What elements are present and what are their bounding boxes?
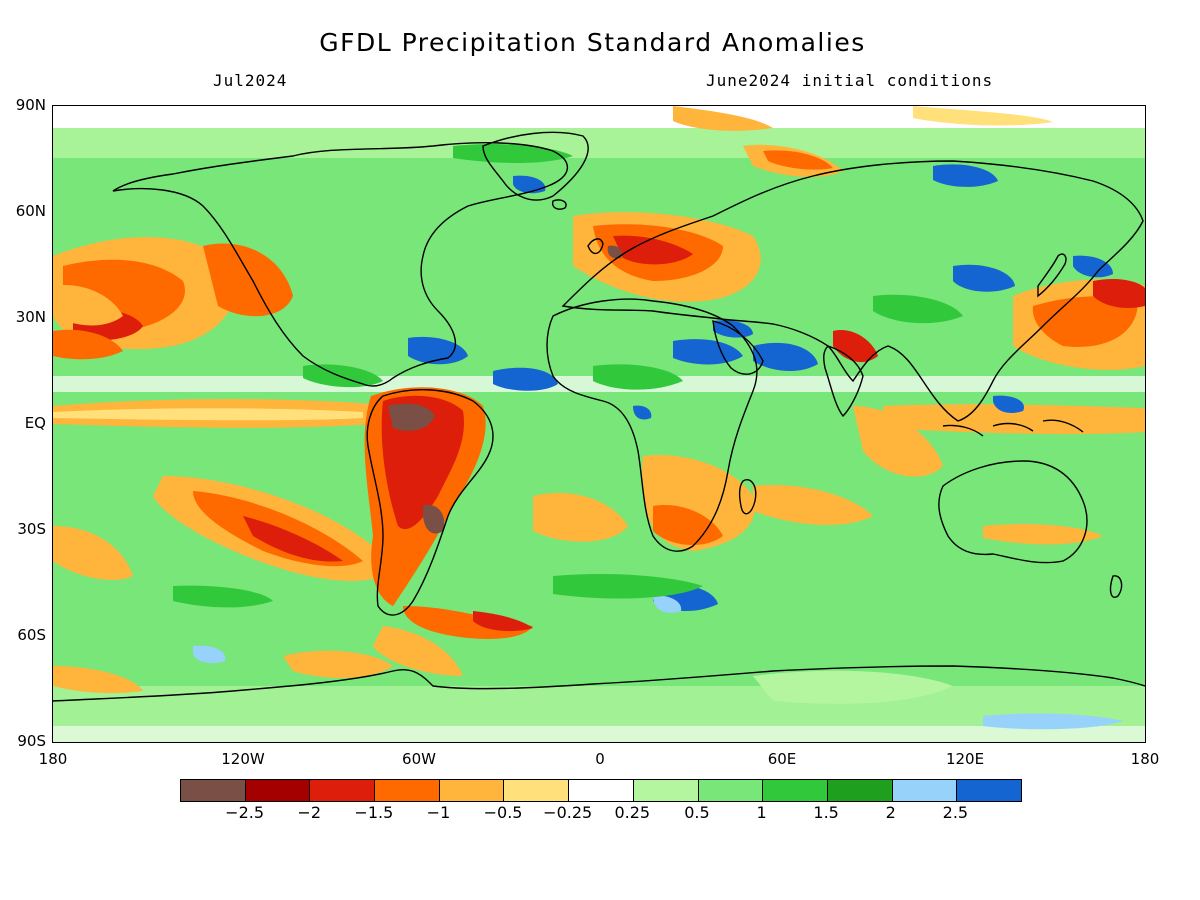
chart-title: GFDL Precipitation Standard Anomalies [319, 28, 866, 57]
colorbar-label: −2.5 [225, 803, 265, 822]
colorbar-label: 1 [756, 803, 767, 822]
colorbar [180, 779, 1022, 802]
colorbar-cell [375, 780, 440, 801]
colorbar-cell [245, 780, 311, 801]
colorbar-label: 2.5 [942, 803, 969, 822]
colorbar-cell [439, 780, 505, 801]
lon-label-120w: 120W [221, 750, 265, 768]
colorbar-label: −1 [426, 803, 451, 822]
colorbar-label: 2 [885, 803, 896, 822]
lat-label-90s: 90S [17, 732, 46, 750]
colorbar-cell [763, 780, 828, 801]
colorbar-cell [827, 780, 893, 801]
colorbar-cell [569, 780, 634, 801]
lat-label-30n: 30N [15, 308, 46, 326]
colorbar-label: −2 [297, 803, 322, 822]
lon-label-180w: 180 [38, 750, 68, 768]
colorbar-cell [633, 780, 699, 801]
colorbar-label: −1.5 [354, 803, 394, 822]
colorbar-label: 0.25 [614, 803, 651, 822]
lon-label-180e: 180 [1130, 750, 1160, 768]
lat-label-60s: 60S [17, 626, 46, 644]
lat-label-60n: 60N [15, 202, 46, 220]
coastlines [53, 131, 1145, 702]
lon-label-120e: 120E [945, 750, 985, 768]
colorbar-cell [181, 780, 246, 801]
initial-conditions-label: June2024 initial conditions [706, 71, 994, 90]
lat-label-90n: 90N [15, 96, 46, 114]
colorbar-cell [892, 780, 958, 801]
colorbar-cell [957, 780, 1021, 801]
anomaly-fields [53, 106, 1145, 742]
map-svg [53, 106, 1145, 742]
valid-month-label: Jul2024 [213, 71, 288, 90]
colorbar-label: −0.25 [543, 803, 593, 822]
colorbar-cell [698, 780, 764, 801]
lon-label-60w: 60W [402, 750, 436, 768]
colorbar-label: −0.5 [483, 803, 523, 822]
colorbar-cell [310, 780, 376, 801]
colorbar-cell [504, 780, 570, 801]
lat-label-eq: EQ [24, 414, 46, 432]
lon-label-0: 0 [595, 750, 605, 768]
lon-label-60e: 60E [767, 750, 797, 768]
anomaly-map [53, 106, 1145, 742]
colorbar-label: 1.5 [813, 803, 839, 822]
lat-label-30s: 30S [17, 520, 46, 538]
colorbar-label: 0.5 [684, 803, 710, 822]
